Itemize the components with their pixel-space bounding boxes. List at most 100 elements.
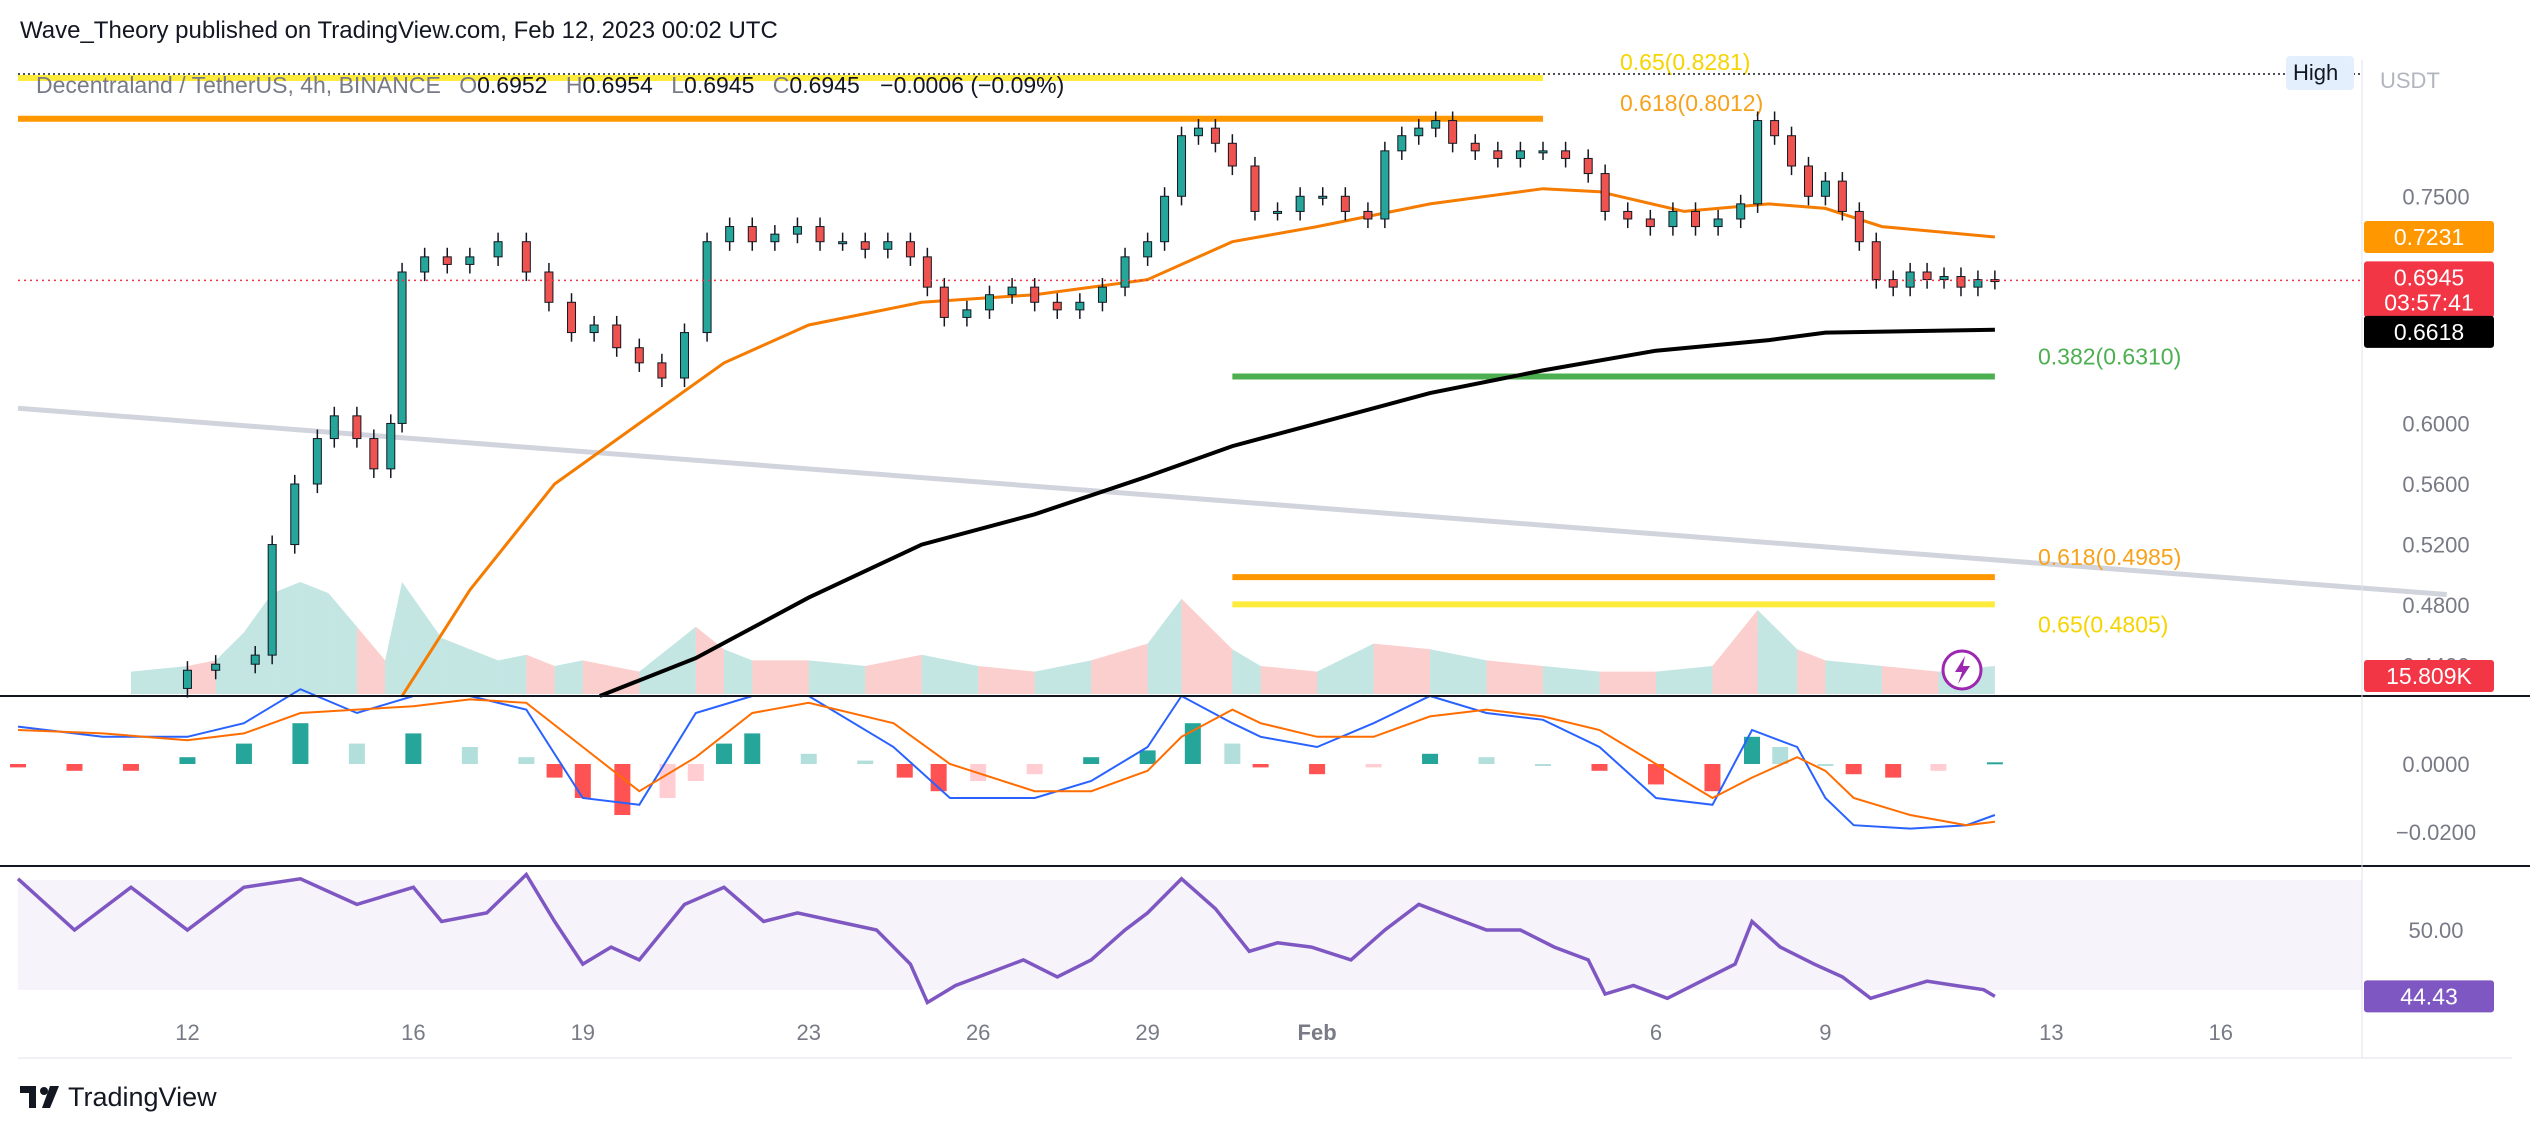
fib-levels: 0.65(0.8281) 0.618(0.8012) 0.382(0.6310) 0.… (18, 49, 2181, 637)
candle-body (1538, 150, 1548, 154)
volume-segment (1430, 649, 1487, 694)
volume-segment (1091, 643, 1148, 694)
volume-segment (752, 660, 809, 694)
candle-body (1939, 276, 1949, 281)
candle-body (1414, 127, 1424, 137)
volume-segment (978, 666, 1035, 694)
x-tick-label: 19 (571, 1020, 595, 1045)
volume-segment (441, 638, 470, 694)
candle-body (612, 324, 622, 349)
high-badge-bg (2286, 56, 2354, 90)
candle-body (1052, 301, 1062, 311)
volume-label-bg (2364, 660, 2494, 692)
candle-body (420, 256, 430, 273)
ema-long-line (599, 327, 1995, 698)
candle-body (657, 362, 667, 379)
y-tick-label: 0.7500 (2402, 184, 2469, 209)
volume-segment (469, 649, 499, 694)
candle-body (770, 233, 780, 243)
candle-body (1854, 210, 1864, 243)
volume-segment (1181, 598, 1233, 694)
candle-body (589, 324, 599, 334)
volume-segment (243, 593, 273, 694)
macd-histogram-bar (1224, 743, 1241, 764)
candle-body (1770, 120, 1780, 137)
ema-short-line (400, 187, 1996, 697)
volume-segment (1486, 660, 1544, 694)
candle-body (1380, 150, 1390, 220)
volume-segment (1543, 666, 1600, 694)
candle-body (1007, 286, 1017, 296)
candle-body (182, 669, 192, 689)
candle-body (1820, 180, 1830, 197)
tradingview-logo (20, 1086, 59, 1108)
candle-body (905, 241, 915, 258)
candle-body (250, 654, 260, 665)
macd-histogram-bar (1885, 764, 1902, 778)
volume-segment (808, 660, 866, 694)
candle-body (1803, 165, 1813, 197)
volume-segment (526, 654, 555, 694)
candle-body (1871, 241, 1881, 281)
macd-histogram-bar (235, 743, 252, 764)
volume-segment (1147, 598, 1182, 694)
macd-tick-label: −0.0200 (2396, 820, 2476, 845)
candle-body (1177, 135, 1187, 197)
ema-short-price-label-text: 0.7231 (2394, 224, 2464, 250)
candle-body (1397, 135, 1407, 152)
macd-histogram-bar (1647, 764, 1664, 785)
symbol-name[interactable]: Decentraland / TetherUS, 4h, BINANCE (36, 72, 441, 98)
last-price-label-text: 0.6945 (2394, 264, 2464, 290)
macd-signal-line (17, 698, 1996, 827)
fib-level-label: 0.618(0.8012) (1620, 90, 1763, 116)
macd-histogram-bar (10, 764, 26, 768)
volume-segment (639, 626, 696, 694)
volume-segment (921, 654, 979, 694)
macd-histogram-bar (1083, 757, 1100, 764)
lightning-icon[interactable] (1941, 649, 1983, 691)
macd-histogram-bar (1986, 762, 2003, 765)
macd-tick-label: 0.0000 (2402, 752, 2469, 777)
ohlc-o: 0.6952 (477, 72, 547, 98)
rsi-band (18, 880, 2362, 990)
x-tick-label: 26 (966, 1020, 990, 1045)
candle-body (1713, 218, 1723, 228)
volume-segment (130, 666, 188, 694)
macd-pane (10, 688, 2003, 830)
candle-body (465, 256, 475, 265)
footer-brand: TradingView (68, 1082, 217, 1112)
candle-body (962, 309, 972, 318)
y-tick-label: 0.5200 (2402, 533, 2469, 558)
candle-body (1837, 180, 1847, 212)
rsi-label-bg (2364, 980, 2494, 1013)
macd-histogram-bar (1930, 764, 1947, 771)
macd-histogram-bar (1026, 764, 1043, 775)
candle-body (1583, 157, 1593, 175)
macd-histogram-bar (518, 757, 535, 764)
macd-histogram-bar (1365, 764, 1382, 768)
volume-segment (1712, 610, 1758, 694)
ema-long-price-label-bg (2364, 315, 2494, 348)
candle-body (1623, 210, 1633, 220)
candle-body (1973, 279, 1983, 288)
volume-segment (498, 654, 527, 694)
x-tick-label: Feb (1298, 1020, 1337, 1045)
x-tick-label: 16 (401, 1020, 425, 1045)
macd-histogram-bar (1139, 750, 1156, 764)
candle-body (792, 226, 802, 235)
candle-body (679, 332, 689, 379)
candles (182, 111, 2000, 698)
x-tick-label: 29 (1135, 1020, 1159, 1045)
ohlc-l-label: L (671, 72, 684, 98)
candle-body (1888, 279, 1898, 288)
candle-body (1227, 142, 1237, 167)
axes: 12 16 19 23 26 29 Feb 6 9 13 16 0.7500 0.6000 0.5600 0… (175, 184, 2476, 1045)
moving-averages (400, 187, 1996, 698)
macd-histogram-bar (687, 764, 704, 781)
volume-segment (1599, 671, 1656, 694)
macd-histogram-bar (1704, 764, 1721, 792)
candle-body (521, 241, 531, 273)
macd-histogram-bar (574, 764, 591, 798)
